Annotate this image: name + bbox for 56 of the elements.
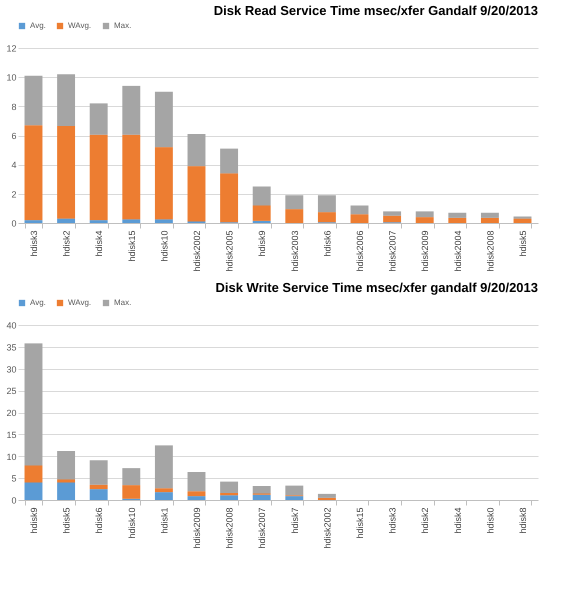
y-tick-label: 20	[6, 408, 16, 418]
x-tick-label: hdisk2008	[224, 508, 235, 549]
y-tick-label: 2	[11, 189, 16, 200]
y-tick-label: 8	[11, 102, 16, 112]
y-tick-label: 35	[6, 342, 16, 352]
chart-title: Disk Read Service Time msec/xfer Gandalf 9/20/2013	[214, 3, 538, 18]
legend-label: Avg.	[30, 21, 46, 30]
legend-label: WAvg.	[68, 298, 92, 307]
y-tick-label: 25	[6, 386, 16, 396]
y-tick-label: 10	[6, 72, 16, 83]
x-tick-label: hdisk3	[28, 230, 39, 257]
y-tick-label: 12	[6, 44, 16, 54]
x-tick-label: hdisk2002	[322, 508, 332, 549]
x-tick-label: hdisk5	[62, 508, 72, 534]
x-tick-label: hdisk2008	[485, 230, 496, 272]
x-tick-label: hdisk3	[388, 508, 398, 534]
x-tick-label: hdisk2007	[257, 508, 268, 549]
x-tick-label: hdisk2009	[192, 508, 202, 549]
y-tick-label: 30	[6, 364, 16, 374]
y-tick-label: 0	[11, 496, 16, 506]
x-tick-label: hdisk4	[94, 230, 104, 257]
legend-label: Avg.	[30, 298, 46, 307]
x-tick-label: hdisk9	[257, 230, 268, 257]
x-tick-label: hdisk8	[518, 508, 528, 534]
x-tick-label: hdisk6	[322, 230, 332, 257]
x-tick-label: hdisk0	[485, 508, 496, 534]
y-tick-label: 40	[6, 320, 16, 330]
x-tick-label: hdisk6	[94, 508, 104, 534]
x-tick-label: hdisk15	[355, 508, 366, 539]
chart-title: Disk Write Service Time msec/xfer gandalf 9/20/2013	[215, 280, 538, 295]
x-tick-label: hdisk2009	[420, 230, 430, 272]
legend-label: Max.	[114, 298, 132, 307]
x-tick-label: hdisk2	[420, 508, 430, 534]
x-tick-label: hdisk10	[159, 230, 170, 262]
x-tick-label: hdisk2005	[224, 230, 235, 272]
x-tick-label: hdisk9	[28, 508, 39, 534]
x-tick-label: hdisk5	[518, 230, 528, 257]
x-tick-label: hdisk2002	[192, 230, 202, 272]
x-tick-label: hdisk7	[290, 508, 300, 534]
y-tick-label: 5	[11, 474, 16, 484]
y-tick-label: 0	[11, 218, 16, 228]
x-tick-label: hdisk2003	[290, 230, 300, 272]
x-tick-label: hdisk2	[62, 230, 72, 257]
y-tick-label: 10	[6, 452, 16, 462]
x-tick-label: hdisk15	[126, 230, 137, 262]
x-tick-label: hdisk1	[159, 508, 170, 534]
x-tick-label: hdisk2006	[355, 230, 366, 272]
x-tick-label: hdisk10	[126, 508, 137, 539]
legend-label: Max.	[114, 21, 132, 30]
x-tick-label: hdisk2007	[388, 230, 398, 272]
x-tick-label: hdisk2004	[452, 230, 463, 272]
y-tick-label: 15	[6, 430, 16, 440]
y-tick-label: 4	[11, 160, 16, 170]
legend-label: WAvg.	[68, 21, 92, 30]
x-tick-label: hdisk4	[452, 508, 463, 534]
y-tick-label: 6	[11, 131, 16, 141]
